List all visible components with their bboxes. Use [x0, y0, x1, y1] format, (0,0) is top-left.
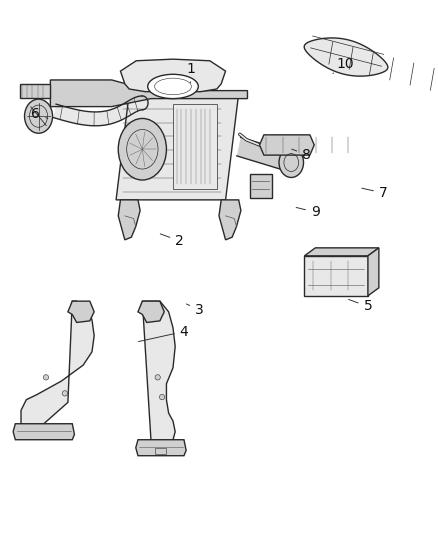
Ellipse shape: [279, 148, 304, 177]
Bar: [155, 448, 166, 454]
Text: 2: 2: [160, 234, 184, 248]
Polygon shape: [50, 80, 247, 107]
Bar: [250, 174, 272, 198]
Ellipse shape: [118, 118, 166, 180]
Polygon shape: [120, 59, 226, 92]
Polygon shape: [21, 301, 94, 426]
Text: 5: 5: [349, 300, 372, 313]
Polygon shape: [368, 248, 379, 296]
Polygon shape: [136, 440, 186, 456]
Polygon shape: [20, 84, 50, 98]
Bar: [304, 256, 368, 296]
Polygon shape: [259, 135, 314, 155]
Polygon shape: [142, 301, 175, 443]
Polygon shape: [53, 96, 142, 126]
Text: 1: 1: [186, 62, 195, 83]
Text: 10: 10: [333, 57, 354, 74]
Text: 8: 8: [292, 148, 311, 161]
Ellipse shape: [25, 99, 53, 133]
Polygon shape: [118, 200, 140, 240]
Polygon shape: [116, 93, 239, 200]
Polygon shape: [68, 301, 94, 322]
Text: 6: 6: [32, 107, 48, 121]
Ellipse shape: [148, 74, 198, 99]
Text: 4: 4: [138, 325, 188, 342]
Ellipse shape: [155, 375, 160, 380]
Polygon shape: [13, 424, 74, 440]
Polygon shape: [304, 248, 379, 256]
Ellipse shape: [43, 375, 49, 380]
Polygon shape: [219, 200, 241, 240]
Text: 3: 3: [187, 303, 204, 317]
Text: 7: 7: [362, 186, 388, 200]
Text: 9: 9: [296, 205, 320, 219]
Polygon shape: [237, 138, 293, 172]
Bar: [173, 104, 217, 189]
Ellipse shape: [62, 391, 67, 396]
Polygon shape: [138, 301, 164, 322]
Polygon shape: [304, 38, 388, 76]
Ellipse shape: [159, 394, 165, 400]
